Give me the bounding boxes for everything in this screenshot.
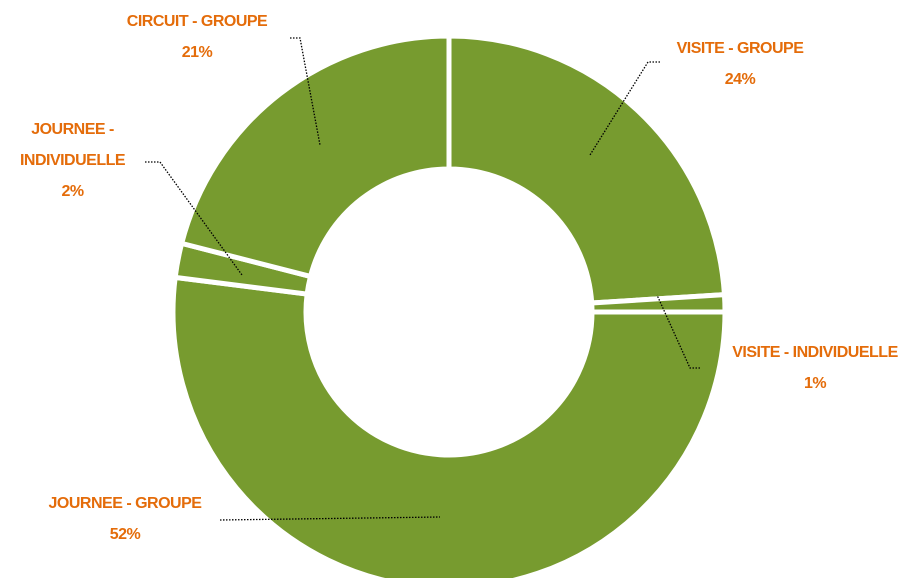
donut-slice xyxy=(170,274,728,578)
leader-line xyxy=(656,294,700,369)
value-label: 1% xyxy=(803,375,827,392)
category-label: JOURNEE - GROUPE xyxy=(48,495,202,512)
value-label: 24% xyxy=(724,71,756,88)
leader-line xyxy=(145,161,243,276)
category-label: JOURNEE - INDIVIDUELLE xyxy=(19,121,126,169)
data-label: JOURNEE - GROUPE 52% xyxy=(20,488,230,550)
value-label: 21% xyxy=(181,44,213,61)
leader-line xyxy=(589,61,660,156)
value-label: 52% xyxy=(109,526,141,543)
data-label: VISITE - INDIVIDUELLE 1% xyxy=(700,337,912,399)
category-label: VISITE - INDIVIDUELLE xyxy=(732,344,898,361)
category-label: VISITE - GROUPE xyxy=(676,40,804,57)
value-label: 2% xyxy=(61,183,84,200)
data-label: CIRCUIT - GROUPE 21% xyxy=(107,6,287,68)
donut-slice xyxy=(178,33,452,280)
leader-line xyxy=(290,37,321,146)
leader-line xyxy=(219,516,441,521)
category-label: CIRCUIT - GROUPE xyxy=(126,13,268,30)
data-label: JOURNEE - INDIVIDUELLE 2% xyxy=(0,114,145,207)
data-label: VISITE - GROUPE 24% xyxy=(660,33,820,95)
donut-slice xyxy=(446,33,728,306)
